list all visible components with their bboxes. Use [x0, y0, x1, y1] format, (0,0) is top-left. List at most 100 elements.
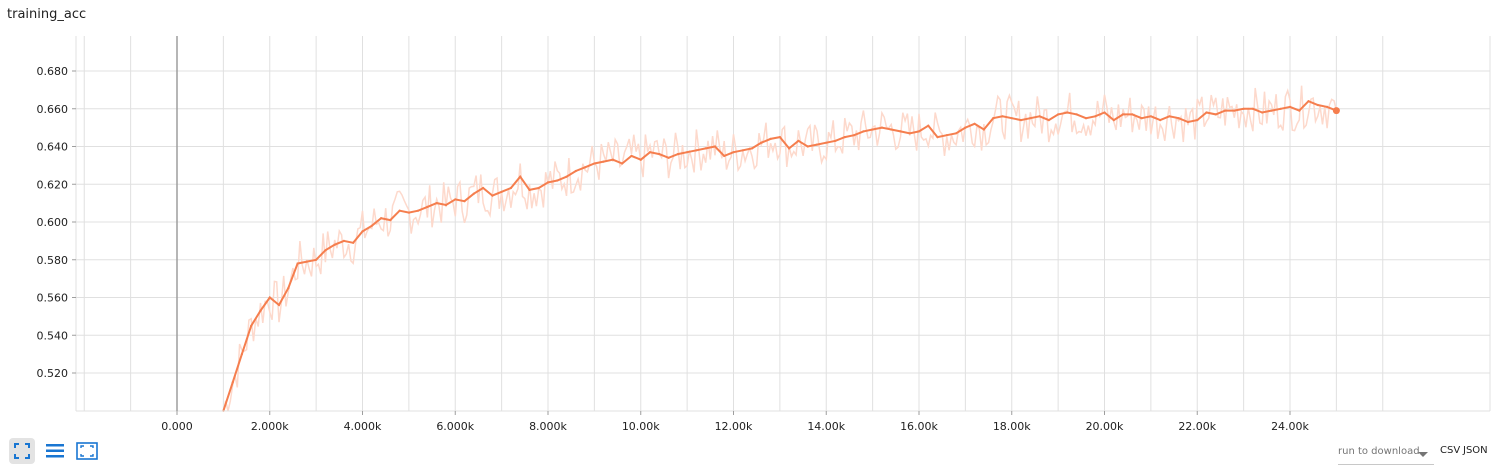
data-point: [444, 203, 448, 207]
data-point: [732, 151, 735, 154]
data-point: [955, 132, 958, 135]
data-point: [1084, 117, 1088, 120]
y-tick-label: 0.540: [37, 329, 69, 342]
x-tick-label: 20.00k: [1086, 420, 1124, 432]
data-point: [908, 132, 911, 135]
data-point: [676, 153, 680, 156]
data-point: [1298, 109, 1301, 112]
data-point: [259, 309, 262, 312]
y-tick-label: 0.680: [37, 65, 69, 78]
fit-domain-button[interactable]: [9, 438, 35, 464]
data-point: [435, 202, 438, 205]
data-point: [1019, 119, 1023, 122]
y-tick-label: 0.580: [37, 254, 69, 267]
data-point: [1029, 117, 1032, 120]
line-chart[interactable]: 0.520 0.540 0.560 0.580 0.600 0.620 0.640 0.660…: [0, 0, 1505, 432]
data-point: [454, 198, 457, 201]
toggle-log-list-button[interactable]: [42, 438, 68, 464]
data-point: [621, 162, 624, 165]
x-tick-label: 8.000k: [529, 420, 567, 432]
data-point: [713, 145, 717, 148]
data-point: [1242, 107, 1245, 110]
data-point: [862, 130, 865, 133]
data-point: [528, 188, 531, 191]
data-point: [630, 154, 633, 157]
data-point: [370, 224, 373, 227]
expand-chart-icon: [76, 442, 98, 460]
data-point: [1214, 113, 1217, 116]
smoothed-series: [222, 100, 1340, 412]
data-point: [315, 258, 318, 261]
data-point: [1140, 117, 1143, 120]
data-point: [1177, 117, 1180, 120]
data-point: [287, 287, 290, 290]
data-point: [1261, 111, 1264, 114]
data-point: [565, 175, 568, 178]
data-point: [778, 136, 782, 139]
x-tick-label: 24.00k: [1271, 420, 1309, 432]
data-point: [398, 209, 401, 212]
data-point: [843, 136, 846, 139]
data-point: [917, 130, 921, 133]
data-point: [426, 205, 429, 208]
y-tick-label: 0.560: [37, 292, 69, 305]
data-point: [407, 211, 410, 214]
data-point: [695, 149, 698, 152]
data-point: [1094, 115, 1097, 118]
data-point: [648, 151, 652, 154]
x-tick-label: 14.00k: [807, 420, 845, 432]
data-point: [352, 241, 355, 244]
data-point: [1288, 105, 1292, 108]
data-point: [945, 134, 948, 137]
data-point: [1047, 119, 1050, 122]
csv-download-link[interactable]: CSV: [1440, 445, 1461, 456]
toggle-log-list-icon: [46, 444, 64, 458]
x-tick-label: 12.00k: [715, 420, 753, 432]
axes: 0.520 0.540 0.560 0.580 0.600 0.620 0.640 0.660…: [37, 36, 1490, 432]
x-tick-label: 18.00k: [993, 420, 1031, 432]
data-point: [1159, 119, 1162, 122]
data-point: [667, 156, 670, 159]
fit-domain-icon: [14, 443, 30, 459]
data-point: [927, 124, 930, 127]
data-point: [361, 230, 364, 233]
data-point: [277, 303, 281, 307]
data-point: [639, 158, 642, 161]
run-to-download-select[interactable]: run to download: [1338, 446, 1434, 465]
data-point: [973, 122, 976, 125]
x-tick-label: 16.00k: [900, 420, 938, 432]
data-point: [825, 141, 828, 144]
x-tick-label: 10.00k: [622, 420, 660, 432]
data-point: [1038, 115, 1041, 118]
y-tick-label: 0.640: [37, 141, 69, 154]
data-point: [1270, 109, 1273, 112]
raw-series: [222, 85, 1338, 412]
data-point: [240, 353, 243, 356]
x-tick-label: 22.00k: [1178, 420, 1216, 432]
data-point: [509, 186, 512, 190]
data-point: [296, 262, 299, 265]
data-point: [1075, 113, 1078, 116]
data-point: [482, 186, 485, 190]
data-point: [853, 134, 856, 137]
data-point: [1307, 100, 1310, 103]
data-point: [982, 128, 986, 131]
json-download-link[interactable]: JSON: [1463, 445, 1488, 456]
data-point: [1224, 109, 1227, 112]
raw-series-line: [222, 85, 1338, 412]
data-point: [324, 249, 327, 252]
run-to-download-placeholder: run to download: [1338, 446, 1420, 457]
data-point: [1186, 120, 1190, 124]
grid: [75, 36, 1491, 411]
data-point: [305, 260, 308, 263]
expand-chart-button[interactable]: [74, 438, 100, 464]
data-point: [750, 147, 754, 150]
data-point: [769, 137, 772, 140]
data-point: [1131, 113, 1134, 116]
x-tick-label: 4.000k: [344, 420, 382, 432]
data-point: [602, 160, 605, 163]
data-point: [472, 192, 475, 195]
data-point: [1168, 115, 1171, 118]
last-point-marker: [1332, 107, 1340, 115]
